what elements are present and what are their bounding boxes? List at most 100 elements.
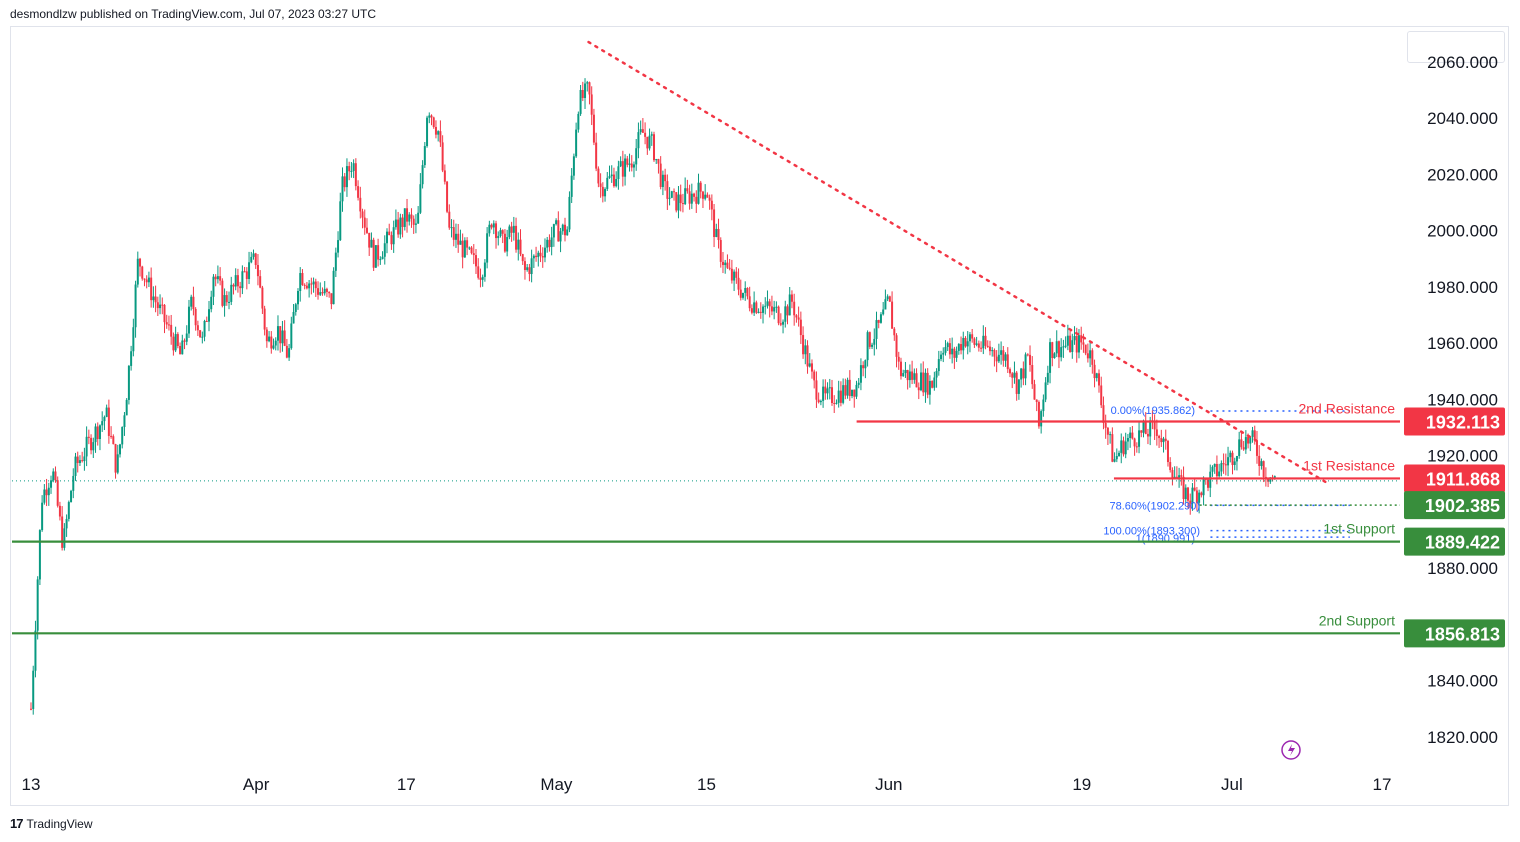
candle-body xyxy=(575,129,578,157)
candle-body xyxy=(228,301,231,303)
candle-body xyxy=(310,283,313,285)
candle-body xyxy=(105,407,108,417)
price-badge-text: 1889.422 xyxy=(1425,533,1500,553)
candle-body xyxy=(1118,452,1121,457)
candle-body xyxy=(354,163,357,187)
candle-body xyxy=(859,365,862,383)
candle-body xyxy=(604,188,607,197)
candle-body xyxy=(1064,345,1067,347)
candle-body xyxy=(1029,354,1032,366)
candle-body xyxy=(377,245,380,260)
candle-body xyxy=(76,456,79,464)
candle-body xyxy=(1207,479,1210,488)
candle-body xyxy=(911,371,914,380)
candle-body xyxy=(1253,430,1256,441)
candle-body xyxy=(913,373,916,380)
candle-body xyxy=(871,344,874,347)
candle-body xyxy=(399,217,402,235)
top-right-box[interactable] xyxy=(1407,31,1505,63)
candle-body xyxy=(637,132,640,149)
y-tick-label: 2040.000 xyxy=(1427,109,1498,128)
candle-body xyxy=(833,402,836,404)
candle-body xyxy=(1126,437,1129,442)
candle-body xyxy=(263,308,266,330)
candle-body xyxy=(782,321,785,325)
candle-body xyxy=(512,225,515,233)
candle-body xyxy=(1140,430,1143,433)
fib-label: 0.00%(1935.862) xyxy=(1111,405,1195,417)
candle-body xyxy=(1031,365,1034,385)
candle-body xyxy=(1062,346,1065,348)
candle-body xyxy=(199,330,202,338)
candle-body xyxy=(766,301,769,306)
candle-body xyxy=(312,281,315,285)
candle-body xyxy=(274,340,277,346)
candle-body xyxy=(1000,350,1003,355)
candle-body xyxy=(1049,342,1052,373)
candle-body xyxy=(746,288,749,297)
candle-body xyxy=(646,136,649,149)
candle-body xyxy=(265,329,268,342)
candle-body xyxy=(450,227,453,229)
candle-body xyxy=(1077,335,1080,353)
candle-body xyxy=(488,224,491,234)
candle-body xyxy=(835,402,838,404)
candle-body xyxy=(806,345,809,367)
candle-body xyxy=(790,294,793,302)
candle-body xyxy=(993,350,996,357)
candle-body xyxy=(819,400,822,403)
candle-body xyxy=(612,174,615,187)
candle-body xyxy=(1162,438,1165,443)
candle-body xyxy=(1213,463,1216,467)
candle-body xyxy=(1033,384,1036,400)
candle-body xyxy=(192,296,195,309)
candle-body xyxy=(252,253,255,257)
candle-body xyxy=(110,435,113,437)
level-label: 2nd Support xyxy=(1319,612,1395,628)
candle-body xyxy=(305,285,308,289)
candle-body xyxy=(330,293,333,305)
candle-body xyxy=(873,338,876,345)
candle-body xyxy=(632,164,635,168)
candle-body xyxy=(1093,364,1096,379)
candle-body xyxy=(677,194,680,211)
candle-body xyxy=(87,436,90,438)
candle-body xyxy=(617,166,620,180)
x-tick-label: Jun xyxy=(875,775,902,794)
tradingview-logo-icon[interactable]: 17 xyxy=(10,816,24,831)
candle-body xyxy=(877,320,880,323)
x-tick-label: May xyxy=(540,775,573,794)
price-badge xyxy=(1404,527,1505,556)
candle-body xyxy=(628,163,631,165)
candle-body xyxy=(1198,492,1201,503)
candle-body xyxy=(980,347,983,349)
candle-body xyxy=(904,369,907,374)
price-badge xyxy=(1404,491,1505,520)
candle-body xyxy=(203,320,206,337)
candle-body xyxy=(339,201,342,241)
candle-body xyxy=(864,360,867,369)
candle-body xyxy=(1066,335,1069,346)
candle-body xyxy=(804,345,807,355)
candle-body xyxy=(299,273,302,292)
footer-brand[interactable]: TradingView xyxy=(26,816,93,831)
footer: 17 TradingView xyxy=(10,816,93,831)
candle-body xyxy=(1202,478,1205,496)
candle-body xyxy=(112,436,115,445)
candle-body xyxy=(470,247,473,254)
y-tick-label: 1940.000 xyxy=(1427,390,1498,409)
candle-body xyxy=(361,211,364,218)
candle-body xyxy=(657,159,660,164)
candle-body xyxy=(234,275,237,287)
candle-body xyxy=(437,131,440,135)
candle-body xyxy=(345,166,348,188)
candle-body xyxy=(586,82,589,84)
candle-body xyxy=(1262,461,1265,477)
candle-body xyxy=(744,288,747,293)
candle-body xyxy=(1135,446,1138,448)
candle-body xyxy=(610,174,613,177)
candle-body xyxy=(828,387,831,389)
candle-body xyxy=(261,287,264,309)
candle-body xyxy=(926,372,929,395)
